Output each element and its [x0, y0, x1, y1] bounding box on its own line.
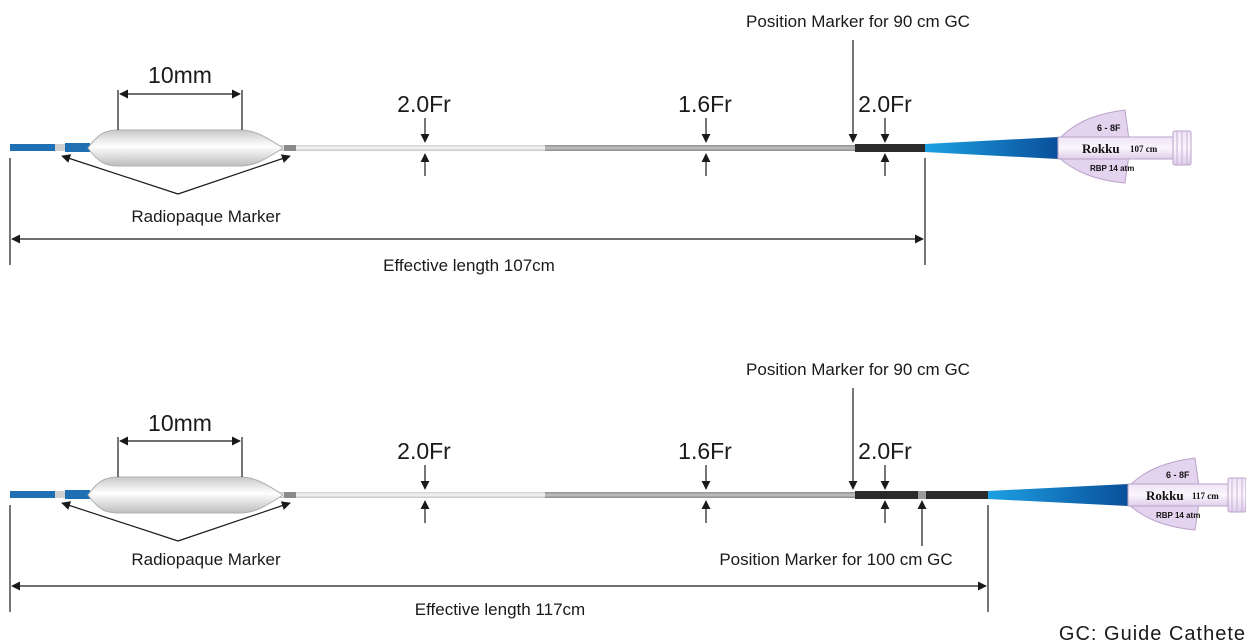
balloon-length-dimension: 10mm: [117, 410, 243, 477]
middle-shaft-segment: [545, 145, 855, 151]
proximal-shaft-segment: [855, 144, 925, 152]
diameter-callout-3: 2.0Fr: [858, 438, 912, 523]
balloon-length-dimension: 10mm: [117, 62, 243, 130]
hub-size-label: 6 - 8F: [1097, 123, 1121, 133]
radiopaque-marker-proximal: [284, 492, 296, 498]
hub-brand-label: Rokku: [1082, 141, 1120, 156]
diameter-label: 1.6Fr: [678, 91, 732, 117]
position-marker-90-label: Position Marker for 90 cm GC: [746, 12, 970, 31]
catheter-107cm: 6 - 8F Rokku 107 cm RBP 14 atm 10mm 2.0F…: [9, 12, 1192, 275]
position-marker-90-label: Position Marker for 90 cm GC: [746, 360, 970, 379]
effective-length-label: Effective length 107cm: [383, 256, 555, 275]
hub: 6 - 8F Rokku 117 cm RBP 14 atm: [1126, 457, 1246, 531]
radiopaque-marker-proximal: [284, 145, 296, 151]
hub-rbp-label: RBP 14 atm: [1090, 164, 1134, 173]
hub: 6 - 8F Rokku 107 cm RBP 14 atm: [1056, 109, 1192, 184]
effective-length-dimension: Effective length 117cm: [9, 505, 989, 619]
diameter-callout-1: 2.0Fr: [397, 438, 451, 523]
radiopaque-marker-callout: Radiopaque Marker: [61, 154, 291, 226]
position-marker-100-callout: Position Marker for 100 cm GC: [719, 500, 953, 569]
distal-tip: [10, 491, 55, 498]
catheter-shaft: [10, 129, 1058, 167]
strain-relief: [925, 137, 1058, 159]
diameter-label: 2.0Fr: [858, 91, 912, 117]
radiopaque-marker-callout: Radiopaque Marker: [61, 501, 291, 569]
radiopaque-marker-label: Radiopaque Marker: [131, 550, 281, 569]
middle-shaft-segment: [545, 492, 855, 498]
effective-length-dimension: Effective length 107cm: [9, 158, 926, 275]
catheter-shaft: [10, 476, 1128, 514]
diameter-callout-2: 1.6Fr: [678, 438, 732, 523]
diameter-callout-1: 2.0Fr: [397, 91, 451, 176]
hub-size-label: 6 - 8F: [1166, 470, 1190, 480]
diameter-label: 2.0Fr: [397, 438, 451, 464]
diameter-label: 2.0Fr: [397, 91, 451, 117]
diameter-label: 1.6Fr: [678, 438, 732, 464]
strain-relief: [988, 484, 1128, 506]
diameter-callout-3: 2.0Fr: [858, 91, 912, 176]
distal-shaft-segment: [90, 145, 545, 151]
balloon: [87, 476, 284, 514]
footnote-legend: GC: Guide Cathete: [1059, 623, 1246, 643]
balloon-length-label: 10mm: [148, 62, 212, 88]
balloon: [87, 129, 284, 167]
diameter-label: 2.0Fr: [858, 438, 912, 464]
hub-rbp-label: RBP 14 atm: [1156, 511, 1200, 520]
hub-length-label: 107 cm: [1130, 144, 1158, 154]
hub-length-label: 117 cm: [1192, 491, 1219, 501]
balloon-length-label: 10mm: [148, 410, 212, 436]
distal-shaft-segment: [90, 492, 545, 498]
proximal-shaft-segment: [855, 491, 918, 499]
position-marker-90-callout: Position Marker for 90 cm GC: [746, 360, 970, 490]
effective-length-label: Effective length 117cm: [415, 600, 585, 619]
position-marker-100: [918, 491, 926, 499]
position-marker-90-callout: Position Marker for 90 cm GC: [746, 12, 970, 143]
diameter-callout-2: 1.6Fr: [678, 91, 732, 176]
position-marker-100-label: Position Marker for 100 cm GC: [719, 550, 952, 569]
catheter-117cm: 6 - 8F Rokku 117 cm RBP 14 atm 10mm 2.0F…: [9, 360, 1246, 619]
hub-brand-label: Rokku: [1146, 488, 1184, 503]
distal-tip: [10, 144, 55, 151]
radiopaque-marker-label: Radiopaque Marker: [131, 207, 281, 226]
